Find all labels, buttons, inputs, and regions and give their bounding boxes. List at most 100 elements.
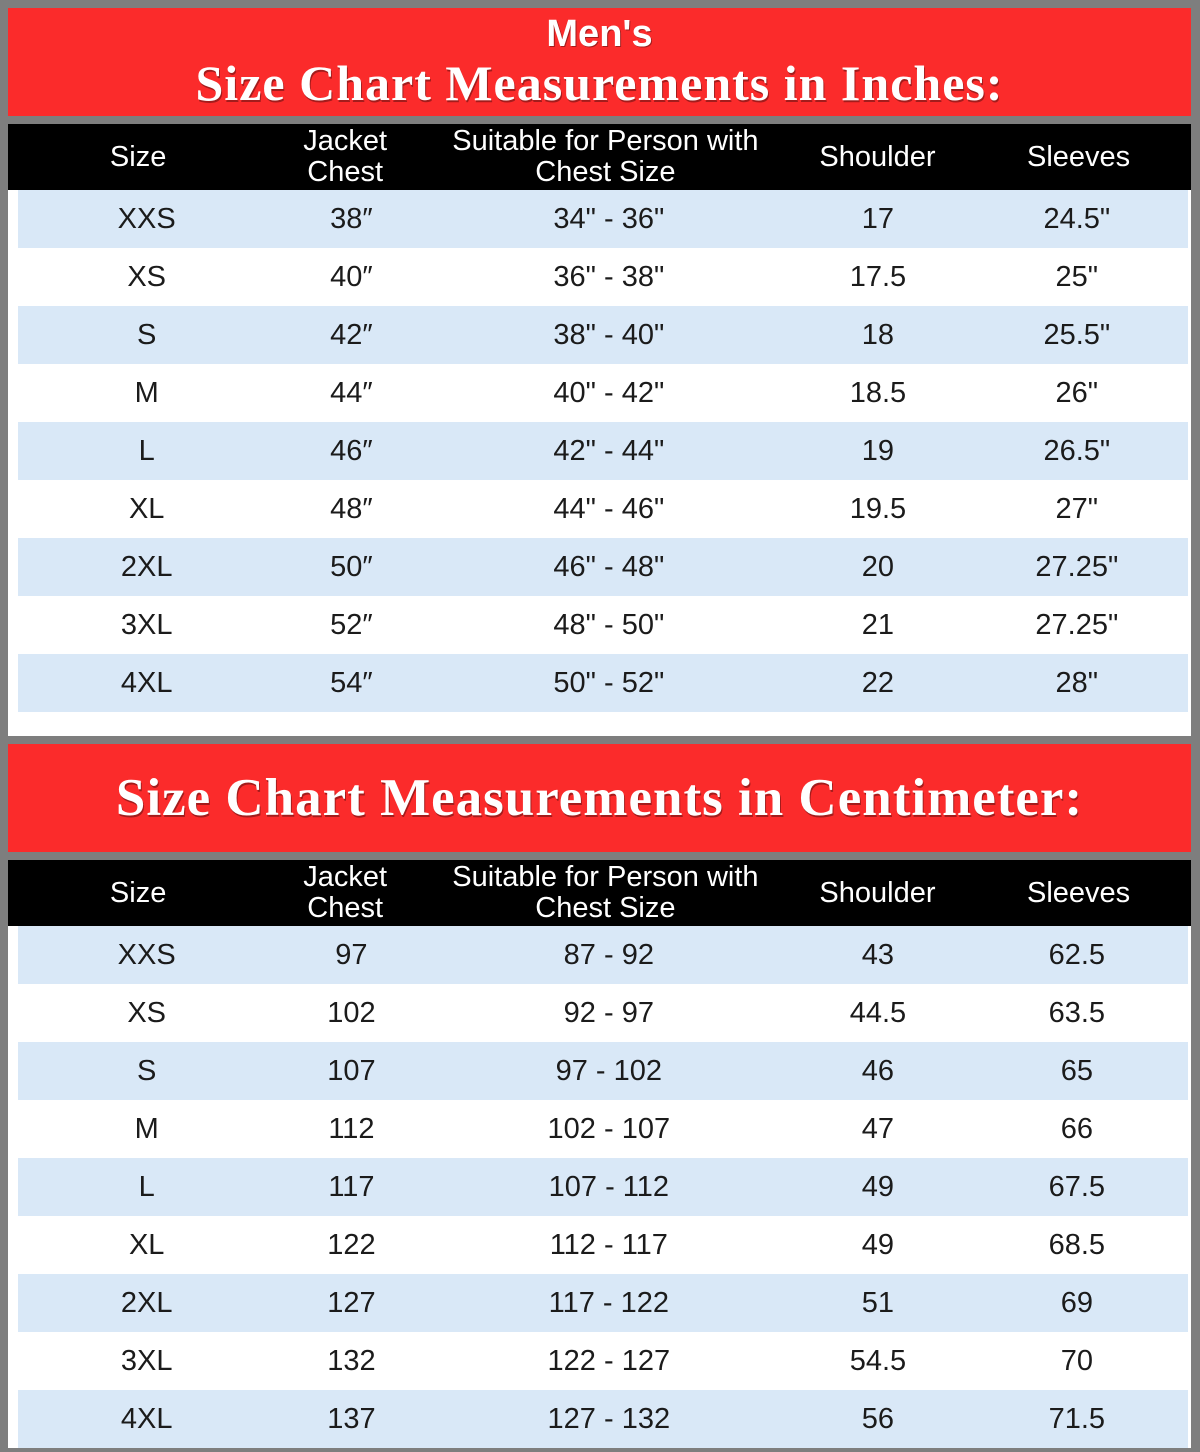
table-cell: 66 bbox=[1060, 1112, 1093, 1145]
table-row: XS 40″ 36" - 38" 17.5 25" bbox=[18, 248, 1188, 306]
table-cell: 25.5" bbox=[1043, 318, 1111, 351]
table-cell: 34" - 36" bbox=[553, 202, 665, 235]
inches-table-header-row: Size Jacket Chest Suitable for Person with… bbox=[8, 124, 1191, 190]
table-row: XL 122 112 - 117 49 68.5 bbox=[18, 1216, 1188, 1274]
table-cell: 92 - 97 bbox=[563, 996, 654, 1029]
table-cell: XXS bbox=[117, 202, 176, 235]
table-row: 4XL 137 127 - 132 56 71.5 bbox=[18, 1390, 1188, 1448]
table-cell: 28" bbox=[1055, 666, 1099, 699]
table-cell: 38" - 40" bbox=[553, 318, 665, 351]
table-cell: S bbox=[137, 318, 157, 351]
table-cell: 2XL bbox=[120, 1286, 173, 1319]
table-cell: 122 bbox=[327, 1228, 376, 1261]
column-header: Jacket Chest bbox=[303, 861, 388, 924]
table-cell: 67.5 bbox=[1048, 1170, 1106, 1203]
table-row: 2XL 50″ 46" - 48" 20 27.25" bbox=[18, 538, 1188, 596]
table-cell: 102 - 107 bbox=[547, 1112, 671, 1145]
table-cell: 107 bbox=[327, 1054, 376, 1087]
table-row: S 107 97 - 102 46 65 bbox=[18, 1042, 1188, 1100]
table-row: L 46″ 42" - 44" 19 26.5" bbox=[18, 422, 1188, 480]
table-row: S 42″ 38" - 40" 18 25.5" bbox=[18, 306, 1188, 364]
table-row: L 117 107 - 112 49 67.5 bbox=[18, 1158, 1188, 1216]
cm-title: Size Chart Measurements in Centimeter: bbox=[115, 769, 1084, 827]
table-cell: 87 - 92 bbox=[563, 938, 654, 971]
table-cell: 56 bbox=[861, 1402, 895, 1435]
table-cell: 132 bbox=[327, 1344, 376, 1377]
table-cell: 46 bbox=[861, 1054, 895, 1087]
table-cell: XS bbox=[127, 260, 167, 293]
table-cell: 19 bbox=[861, 434, 895, 467]
table-cell: L bbox=[138, 1170, 155, 1203]
table-cell: 44" - 46" bbox=[553, 492, 665, 525]
table-cell: 2XL bbox=[120, 550, 173, 583]
table-cell: XL bbox=[128, 492, 165, 525]
mens-label: Men's bbox=[546, 13, 653, 55]
table-cell: 22 bbox=[861, 666, 895, 699]
table-cell: 54″ bbox=[330, 666, 373, 699]
table-cell: 69 bbox=[1060, 1286, 1093, 1319]
table-cell: 27" bbox=[1055, 492, 1099, 525]
table-cell: 49 bbox=[861, 1170, 895, 1203]
column-header: Sleeves bbox=[1026, 876, 1131, 909]
table-row: XXS 38″ 34" - 36" 17 24.5" bbox=[18, 190, 1188, 248]
table-cell: 38″ bbox=[330, 202, 373, 235]
table-cell: 127 - 132 bbox=[547, 1402, 671, 1435]
table-cell: 3XL bbox=[120, 608, 173, 641]
table-cell: 62.5 bbox=[1048, 938, 1106, 971]
table-cell: 51 bbox=[861, 1286, 895, 1319]
table-cell: 97 bbox=[335, 938, 368, 971]
column-header: Suitable for Person with Chest Size bbox=[452, 861, 759, 924]
table-cell: 18 bbox=[861, 318, 895, 351]
table-cell: 52″ bbox=[330, 608, 373, 641]
inches-title: Size Chart Measurements in Inches: bbox=[195, 55, 1004, 111]
table-cell: 112 bbox=[328, 1112, 375, 1145]
table-cell: 107 - 112 bbox=[548, 1170, 670, 1203]
table-cell: XS bbox=[127, 996, 167, 1029]
table-cell: 97 - 102 bbox=[555, 1054, 663, 1087]
table-row: XL 48″ 44" - 46" 19.5 27" bbox=[18, 480, 1188, 538]
column-header: Suitable for Person with Chest Size bbox=[452, 125, 759, 188]
column-header: Shoulder bbox=[819, 140, 936, 173]
table-cell: M bbox=[134, 1112, 159, 1145]
table-cell: 63.5 bbox=[1048, 996, 1106, 1029]
column-header: Size bbox=[109, 140, 167, 173]
table-cell: L bbox=[138, 434, 155, 467]
table-cell: 117 - 122 bbox=[548, 1286, 670, 1319]
table-cell: 20 bbox=[861, 550, 895, 583]
table-cell: 127 bbox=[327, 1286, 376, 1319]
table-cell: 19.5 bbox=[849, 492, 907, 525]
table-cell: 117 bbox=[328, 1170, 375, 1203]
table-cell: 18.5 bbox=[849, 376, 907, 409]
table-cell: 26.5" bbox=[1043, 434, 1111, 467]
table-cell: 49 bbox=[861, 1228, 895, 1261]
column-header: Sleeves bbox=[1026, 140, 1131, 173]
table-row: M 112 102 - 107 47 66 bbox=[18, 1100, 1188, 1158]
table-cell: 17.5 bbox=[849, 260, 907, 293]
table-cell: 27.25" bbox=[1035, 550, 1119, 583]
inches-banner: Men's Size Chart Measurements in Inches: bbox=[8, 8, 1191, 116]
cm-table-header-row: Size Jacket Chest Suitable for Person with… bbox=[8, 860, 1191, 926]
table-cell: 40" - 42" bbox=[553, 376, 665, 409]
table-cell: 112 - 117 bbox=[549, 1228, 668, 1261]
table-cell: 50″ bbox=[330, 550, 373, 583]
table-cell: S bbox=[137, 1054, 157, 1087]
table-cell: 36" - 38" bbox=[553, 260, 665, 293]
table-cell: 3XL bbox=[120, 1344, 173, 1377]
cm-banner: Size Chart Measurements in Centimeter: bbox=[8, 744, 1191, 852]
inches-table-body: XXS 38″ 34" - 36" 17 24.5" XS 40″ 36" - 38" 17.5… bbox=[8, 190, 1191, 712]
table-row: 3XL 52″ 48" - 50" 21 27.25" bbox=[18, 596, 1188, 654]
inches-table: Size Jacket Chest Suitable for Person with… bbox=[8, 124, 1191, 736]
table-cell: 4XL bbox=[120, 666, 173, 699]
table-cell: 21 bbox=[861, 608, 895, 641]
table-row: XXS 97 87 - 92 43 62.5 bbox=[18, 926, 1188, 984]
table-cell: 42" - 44" bbox=[553, 434, 665, 467]
table-cell: 40″ bbox=[330, 260, 373, 293]
table-cell: 17 bbox=[861, 202, 895, 235]
table-cell: 122 - 127 bbox=[547, 1344, 671, 1377]
table-row: XS 102 92 - 97 44.5 63.5 bbox=[18, 984, 1188, 1042]
table-cell: 68.5 bbox=[1048, 1228, 1106, 1261]
cm-table: Size Jacket Chest Suitable for Person with… bbox=[8, 860, 1191, 1448]
column-header: Shoulder bbox=[819, 876, 936, 909]
table-cell: 42″ bbox=[330, 318, 373, 351]
table-cell: 43 bbox=[861, 938, 895, 971]
